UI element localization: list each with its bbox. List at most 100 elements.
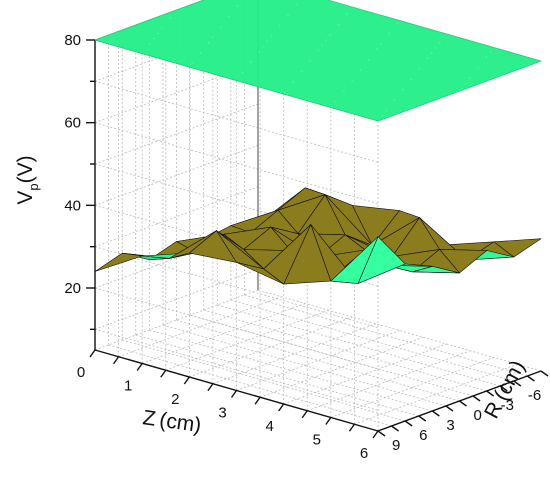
v-tick-label: 20 [64,280,81,297]
r-tick-label: 9 [392,437,400,454]
plane-texture-dot [346,13,348,15]
r-tick-mark [445,405,454,412]
z-tick-mark [348,423,355,432]
wall-gridline [94,328,379,411]
surface-facet [94,252,143,272]
plane-texture-dot [207,41,210,44]
plane-texture-dot [325,39,328,41]
floor-gridline [259,336,424,398]
r-tick-label: 3 [446,417,454,434]
z-tick-label: 5 [313,432,321,449]
floor-gridline [257,289,542,372]
plane-texture-dot [381,114,383,117]
plane-texture-dot [396,22,399,24]
plane-texture-dot [469,77,471,79]
z-tick-mark [183,376,190,385]
plane-texture-dot [460,87,463,90]
z-tick-mark [207,383,214,392]
plane-texture-dot [284,91,286,94]
surface-layer [94,187,542,285]
r-tick-mark [499,385,508,392]
plane-texture-dot [321,44,323,47]
floor-gridline [212,323,377,385]
wall-gridline [94,103,259,165]
plane-texture-dot [211,36,214,39]
plane-texture-dot [485,56,488,58]
z-tick-mark [89,349,96,358]
z-tick-label: 6 [360,445,368,462]
floor-gridline [244,294,528,377]
plane-texture-dot [426,57,429,60]
plane-layer [93,0,543,122]
z-tick-mark [230,390,238,398]
z-tick-mark [278,403,285,412]
plane-texture-dot [287,14,289,17]
plane-texture-dot [236,5,239,7]
plane-texture-dot [388,32,391,35]
r-tick-mark [513,380,522,387]
plane-texture-dot [278,24,281,27]
r-tick-label: -6 [528,387,541,404]
floor-gridline [189,314,474,397]
flat-plane-surface [93,0,543,122]
plane-texture-dot [270,35,273,37]
floor-gridline [135,334,419,417]
plane-texture-dot [300,70,303,73]
plane-texture-dot [410,78,412,81]
plane-texture-dot [418,68,421,70]
r-tick-mark [404,420,413,427]
plane-texture-dot [266,40,269,43]
plane-texture-dot [295,4,298,6]
r-tick-mark [377,430,386,437]
r-tick-mark [540,370,549,377]
r-tick-mark [527,375,535,382]
z-tick-mark [301,410,308,419]
floor-gridline [189,316,353,378]
plane-texture-dot [343,90,345,92]
floor-gridline [217,304,501,387]
surface-facet [236,262,285,285]
plane-texture-dot [367,58,370,61]
r-tick-mark [459,400,467,407]
wall-gridline [94,287,379,370]
plane-texture-dot [148,43,151,45]
wall-gridline [94,186,259,248]
y-axis-title: Vp(V) [14,155,41,204]
r-tick-mark [391,425,399,432]
plane-texture-dot [380,43,382,45]
plane-texture-dot [385,109,388,112]
r-axis-title: R(cm) [480,357,529,423]
x-axis-title: Z(cm) [141,406,202,437]
v-tick-label: 80 [64,32,81,49]
plane-texture-dot [317,49,319,52]
z-tick-label: 3 [218,405,226,422]
z-tick-mark [254,396,261,405]
wall-gridline [94,122,379,205]
floor-gridline [149,329,433,412]
wall-gridline [94,268,259,330]
plane-texture-dot [434,47,437,49]
plane-texture-dot [330,105,333,108]
plane-texture-dot [351,79,353,82]
floor-gridline [108,344,392,427]
z-tick-label: 1 [124,378,132,395]
z-tick-label: 0 [77,364,85,381]
r-tick-mark [431,410,440,417]
v-tick-label: 40 [64,197,81,214]
plane-texture-dot [308,60,311,62]
wall-gridline [94,144,259,206]
plane-texture-dot [153,37,155,40]
plane-texture-dot [292,81,295,83]
z-tick-label: 2 [171,391,179,408]
z-tick-mark [136,363,143,371]
plane-texture-dot [359,69,362,71]
plane-texture-dot [169,17,172,19]
z-tick-mark [325,417,332,425]
plane-texture-dot [241,71,244,74]
plane-texture-dot [258,50,260,53]
z-tick-mark [372,430,379,439]
plane-texture-dot [161,27,163,30]
r-tick-label: 6 [419,427,427,444]
